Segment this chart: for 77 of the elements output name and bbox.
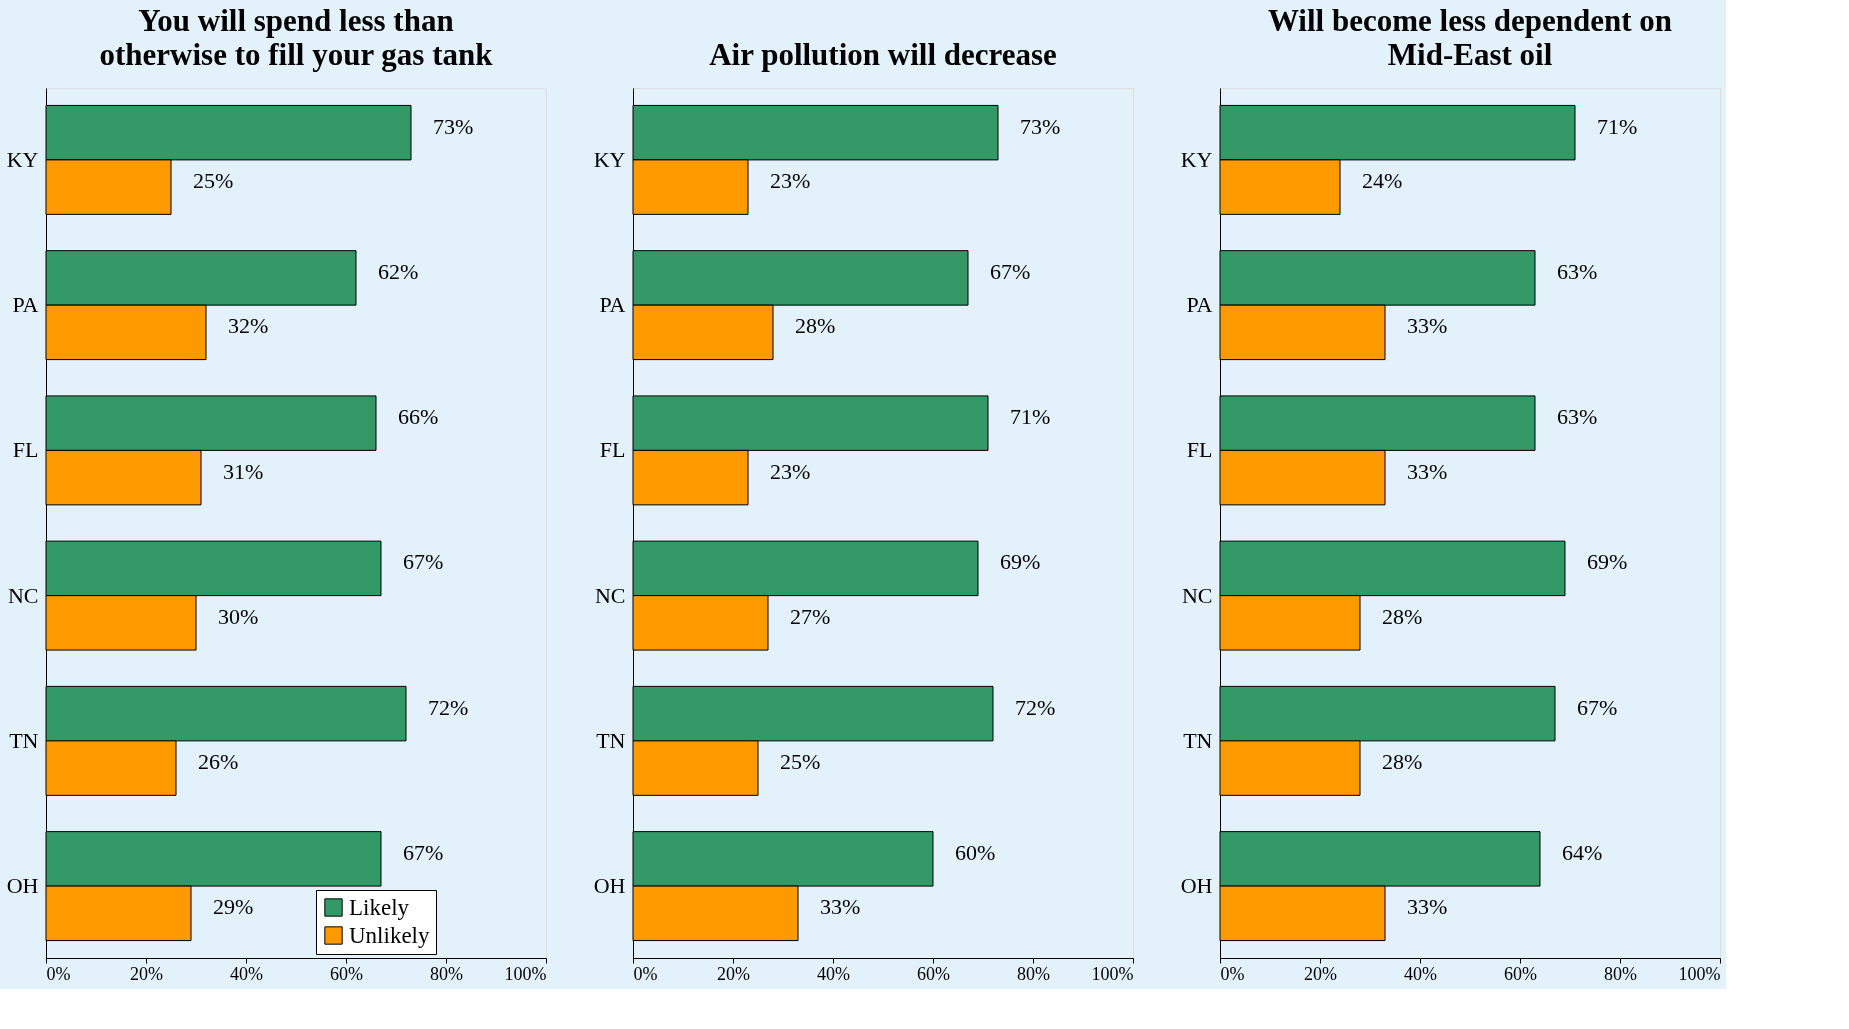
y-tick-label: FL (1186, 437, 1213, 463)
y-tick-label: KY (593, 146, 626, 172)
chart-title: You will spend less than otherwise to fill your gas tank (99, 3, 494, 72)
data-label: 72% (428, 694, 469, 720)
data-label: 33% (1407, 458, 1448, 484)
chart-title: Will become less dependent on Mid-East oil (1267, 3, 1673, 72)
data-label: 27% (790, 603, 831, 629)
data-label: 25% (780, 749, 821, 775)
data-label: 29% (213, 894, 254, 920)
data-label: 24% (1362, 168, 1403, 194)
data-label: 62% (378, 258, 419, 284)
x-tick-label: 60% (917, 963, 950, 984)
x-tick-label: 0% (633, 963, 658, 984)
y-tick-label: NC (1181, 582, 1213, 608)
y-tick-label: NC (7, 582, 39, 608)
data-label: 25% (193, 168, 234, 194)
x-tick-label: 100% (504, 963, 547, 984)
y-tick-label: OH (593, 873, 626, 899)
x-tick-label: 40% (817, 963, 850, 984)
x-tick-label: 80% (1604, 963, 1637, 984)
data-label: 67% (403, 549, 444, 575)
y-tick-label: KY (1180, 146, 1213, 172)
x-tick-label: 20% (130, 963, 163, 984)
data-label: 73% (1020, 113, 1061, 139)
x-tick-label: 20% (717, 963, 750, 984)
data-label: 67% (990, 258, 1031, 284)
y-tick-label: PA (599, 292, 626, 318)
y-tick-label: NC (594, 582, 626, 608)
data-label: 71% (1010, 404, 1051, 430)
x-tick-label: 100% (1091, 963, 1134, 984)
data-label: 64% (1562, 839, 1603, 865)
data-label: 73% (433, 113, 474, 139)
data-label: 33% (1407, 313, 1448, 339)
legend-label: Likely (349, 894, 410, 920)
y-tick-label: TN (596, 727, 626, 753)
data-label: 72% (1015, 694, 1056, 720)
data-label: 28% (795, 313, 836, 339)
x-tick-label: 20% (1304, 963, 1337, 984)
x-tick-label: 0% (1220, 963, 1245, 984)
data-label: 63% (1557, 404, 1598, 430)
y-tick-label: PA (12, 292, 39, 318)
data-label: 23% (770, 458, 811, 484)
data-label: 33% (820, 894, 861, 920)
data-label: 26% (198, 749, 239, 775)
data-label: 28% (1382, 749, 1423, 775)
x-tick-label: 40% (1404, 963, 1437, 984)
x-tick-label: 80% (430, 963, 463, 984)
data-label: 66% (398, 404, 439, 430)
y-tick-label: OH (1180, 873, 1213, 899)
chart-title: Air pollution will decrease (709, 37, 1057, 72)
data-label: 60% (955, 839, 996, 865)
data-label: 33% (1407, 894, 1448, 920)
x-tick-label: 100% (1678, 963, 1721, 984)
data-label: 69% (1000, 549, 1041, 575)
x-tick-label: 60% (330, 963, 363, 984)
y-tick-label: PA (1186, 292, 1213, 318)
data-label: 63% (1557, 258, 1598, 284)
x-tick-label: 80% (1017, 963, 1050, 984)
x-tick-label: 0% (46, 963, 71, 984)
data-label: 69% (1587, 549, 1628, 575)
data-label: 23% (770, 168, 811, 194)
y-tick-label: KY (6, 146, 39, 172)
x-tick-label: 40% (230, 963, 263, 984)
y-tick-label: FL (12, 437, 39, 463)
data-label: 30% (218, 603, 259, 629)
legend-label: Unlikely (349, 922, 430, 948)
data-label: 67% (1577, 694, 1618, 720)
y-tick-label: TN (9, 727, 39, 753)
data-label: 67% (403, 839, 444, 865)
data-label: 71% (1597, 113, 1638, 139)
y-tick-label: FL (599, 437, 626, 463)
x-tick-label: 60% (1504, 963, 1537, 984)
y-tick-label: OH (6, 873, 39, 899)
data-label: 32% (228, 313, 269, 339)
data-label: 31% (223, 458, 264, 484)
data-label: 28% (1382, 603, 1423, 629)
y-tick-label: TN (1183, 727, 1213, 753)
